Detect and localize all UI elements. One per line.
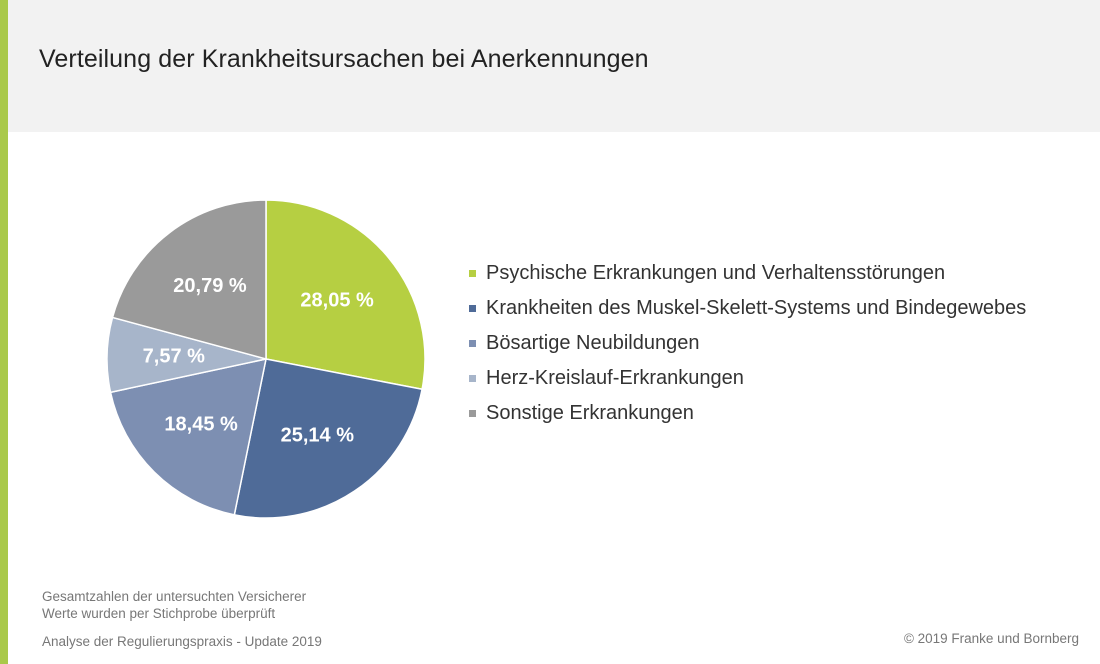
legend-swatch [469, 305, 476, 312]
footer-notes: Gesamtzahlen der untersuchten Versichere… [42, 588, 322, 650]
footer-copyright: © 2019 Franke und Bornberg [903, 631, 1079, 646]
header: Verteilung der Krankheitsursachen bei An… [8, 0, 1100, 132]
legend-swatch [469, 270, 476, 277]
legend-label: Sonstige Erkrankungen [486, 402, 694, 424]
pie-slice-label: 25,14 % [281, 425, 355, 447]
pie-slice-b-sartige-neubildungen [109, 358, 267, 516]
legend-item: Bösartige Neubildungen [469, 326, 1069, 361]
pie-slice-psychische-erkrankungen-und-ve [265, 199, 426, 391]
chart-title: Verteilung der Krankheitsursachen bei An… [39, 45, 649, 73]
legend-label: Psychische Erkrankungen und Verhaltensst… [486, 262, 946, 284]
accent-bar [0, 0, 8, 664]
legend-swatch [469, 340, 476, 347]
footer-note-total: Gesamtzahlen der untersuchten Versichere… [42, 589, 307, 604]
pie-slice-label: 18,45 % [164, 414, 238, 436]
legend-swatch [469, 410, 476, 417]
pie-slice-krankheiten-des-muskel-skelett [233, 358, 423, 519]
pie-slices [106, 199, 426, 519]
legend-item: Psychische Erkrankungen und Verhaltensst… [469, 256, 1069, 291]
pie-slice-sonstige-erkrankungen [111, 199, 267, 360]
legend-label: Bösartige Neubildungen [486, 332, 700, 354]
legend-item: Herz-Kreislauf-Erkrankungen [469, 361, 1069, 396]
legend: Psychische Erkrankungen und Verhaltensst… [469, 256, 1069, 431]
legend-item: Sonstige Erkrankungen [469, 396, 1069, 431]
legend-label: Herz-Kreislauf-Erkrankungen [486, 367, 744, 389]
pie-slice-label: 7,57 % [143, 346, 205, 368]
legend-swatch [469, 375, 476, 382]
legend-label: Krankheiten des Muskel-Skelett-Systems u… [486, 297, 1027, 319]
legend-item: Krankheiten des Muskel-Skelett-Systems u… [469, 291, 1069, 326]
pie-slice-label: 20,79 % [173, 275, 247, 297]
pie-slice-label: 28,05 % [300, 289, 374, 311]
pie-chart: 28,05 % 25,14 % 18,45 % 7,57 % 20,79 % [106, 199, 426, 519]
pie-slice-labels: 28,05 % 25,14 % 18,45 % 7,57 % 20,79 % [143, 275, 374, 447]
footer-spacer [42, 622, 322, 633]
footer-note-sample: Werte wurden per Stichprobe überprüft [42, 606, 276, 621]
footer-source: Analyse der Regulierungspraxis - Update … [42, 634, 322, 649]
